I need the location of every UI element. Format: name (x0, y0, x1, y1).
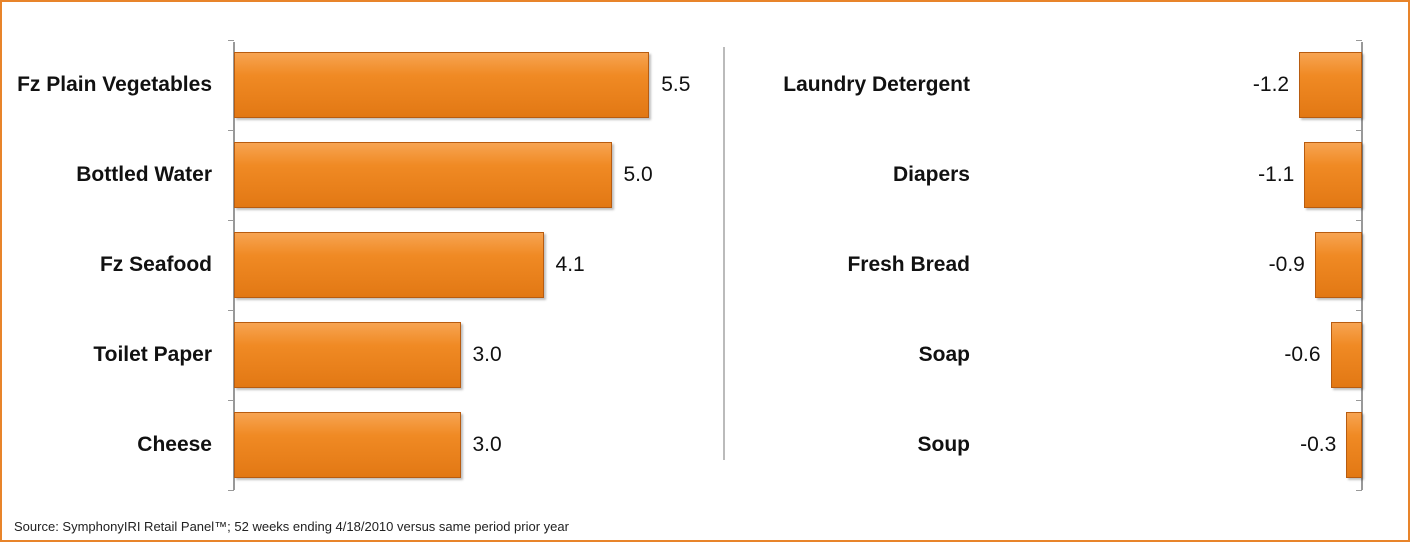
category-label: Bottled Water (76, 163, 212, 186)
tick-mark (1356, 220, 1362, 221)
tick-mark (1356, 130, 1362, 131)
bar (1346, 412, 1362, 478)
divider (723, 47, 725, 460)
tick-mark (1356, 490, 1362, 491)
value-label: 5.5 (661, 73, 691, 96)
category-label: Laundry Detergent (783, 73, 970, 96)
tick-mark (1356, 400, 1362, 401)
bar (1314, 232, 1362, 298)
category-label: Fz Seafood (99, 253, 212, 276)
bar (1299, 52, 1362, 118)
bar (1330, 322, 1362, 388)
value-label: -0.3 (1300, 433, 1337, 456)
bar (234, 232, 544, 298)
tick-mark (228, 220, 234, 221)
value-label: -0.9 (1268, 253, 1305, 276)
value-label: -1.2 (1252, 73, 1290, 96)
tick-mark (228, 40, 234, 41)
bar (1304, 142, 1362, 208)
category-label: Soup (917, 433, 971, 456)
value-label: 3.0 (472, 343, 502, 366)
bar (234, 52, 650, 118)
category-label: Fz Plain Vegetables (17, 73, 212, 96)
category-label: Toilet Paper (93, 343, 212, 366)
bar (234, 412, 461, 478)
category-label: Soap (918, 343, 970, 366)
tick-mark (228, 490, 234, 491)
tick-mark (228, 310, 234, 311)
source-note: Source: SymphonyIRI Retail Panel™; 52 we… (14, 519, 569, 534)
tick-mark (1356, 40, 1362, 41)
bar (234, 322, 461, 388)
category-label: Fresh Bread (847, 253, 970, 276)
value-label: -0.6 (1284, 343, 1321, 366)
value-label: 3.0 (472, 433, 502, 456)
value-label: 5.0 (623, 163, 653, 186)
category-label: Diapers (892, 163, 970, 186)
tick-mark (228, 400, 234, 401)
axis-line (1361, 42, 1363, 490)
value-label: 4.1 (555, 253, 585, 276)
tick-mark (1356, 310, 1362, 311)
value-label: -1.1 (1258, 163, 1295, 186)
category-label: Cheese (137, 433, 212, 456)
tick-mark (228, 130, 234, 131)
bar (234, 142, 612, 208)
